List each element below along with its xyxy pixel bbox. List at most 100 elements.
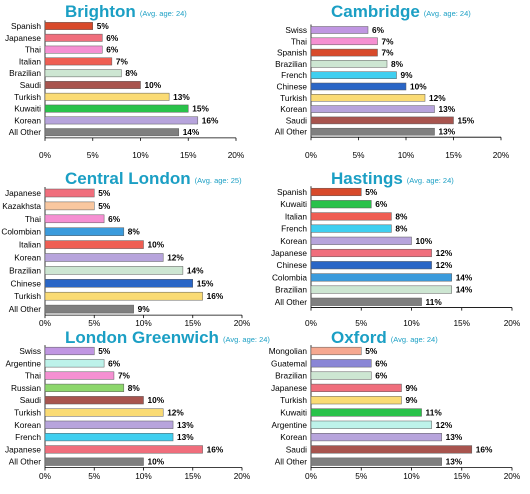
category-label: Turkish <box>14 291 41 301</box>
category-label: Korean <box>14 420 41 430</box>
data-label: 5% <box>98 346 111 356</box>
data-label: 16% <box>202 115 219 125</box>
category-label: Thai <box>25 45 41 55</box>
data-label: 10% <box>145 80 162 90</box>
category-label: Thai <box>291 36 307 46</box>
category-label: Japanese <box>5 444 41 454</box>
data-label: 10% <box>416 236 433 246</box>
chart-panel: London Greenwich (Avg. age: 24) 0% 5% 10% 15%… <box>5 328 270 481</box>
chart-title: Oxford <box>331 328 387 347</box>
bar <box>44 304 134 314</box>
bar <box>44 346 95 356</box>
category-label: Turkish <box>280 93 307 103</box>
bar <box>44 291 203 301</box>
bar <box>310 71 397 79</box>
category-label: Colombian <box>1 227 41 237</box>
chart-title: Central London <box>65 169 191 188</box>
x-tick-label: 20% <box>504 471 521 481</box>
chart-panel: Oxford (Avg. age: 24) 0% 5% 10% 15% 20% Mongoli… <box>269 328 521 481</box>
x-tick-label: 5% <box>353 150 366 160</box>
data-label: 14% <box>187 265 204 275</box>
x-tick-label: 20% <box>234 318 251 328</box>
category-label: Italian <box>285 211 308 221</box>
category-label: Spanish <box>277 187 307 197</box>
bar <box>310 383 402 392</box>
category-label: Guatemal <box>271 358 307 368</box>
bar <box>44 266 184 275</box>
bar <box>44 128 179 137</box>
chart-subtitle: (Avg. age: 24) <box>407 176 454 185</box>
bar <box>310 37 378 46</box>
category-label: Saudi <box>286 444 307 454</box>
x-tick-label: 0% <box>305 318 318 328</box>
data-label: 13% <box>439 127 456 137</box>
data-label: 6% <box>108 358 121 368</box>
data-label: 15% <box>197 278 214 288</box>
data-label: 9% <box>405 383 418 393</box>
x-tick-label: 0% <box>39 150 52 160</box>
bar <box>44 57 113 66</box>
data-label: 5% <box>97 21 110 31</box>
x-tick-label: 0% <box>305 471 318 481</box>
data-label: 12% <box>436 248 453 258</box>
x-tick-label: 0% <box>305 150 318 160</box>
data-label: 16% <box>207 291 224 301</box>
data-label: 12% <box>429 93 446 103</box>
chart-subtitle: (Avg. age: 24) <box>223 335 270 344</box>
chart-subtitle: (Avg. age: 24) <box>391 335 438 344</box>
bar <box>310 346 362 356</box>
category-label: Spanish <box>277 48 307 58</box>
bar <box>310 359 372 368</box>
bar <box>310 371 372 380</box>
bar <box>310 48 378 57</box>
category-label: Korean <box>14 115 41 125</box>
x-tick-label: 10% <box>403 318 420 328</box>
bar <box>44 371 115 380</box>
bar <box>310 187 362 197</box>
data-label: 7% <box>118 371 131 381</box>
bar <box>44 81 141 89</box>
data-label: 15% <box>458 115 475 125</box>
category-label: All Other <box>9 127 42 137</box>
bar <box>44 396 144 405</box>
bar <box>310 433 442 442</box>
category-label: Turkish <box>280 395 307 405</box>
data-label: 7% <box>382 36 395 46</box>
category-label: Italian <box>19 240 42 250</box>
category-label: Brazilian <box>275 59 307 69</box>
bar <box>310 212 392 221</box>
bar <box>44 227 125 236</box>
bar <box>44 33 103 42</box>
bar <box>44 253 164 262</box>
x-tick-label: 15% <box>453 471 470 481</box>
chart-panel: Central London (Avg. age: 25) 0% 5% 10% 15% 20… <box>1 169 251 328</box>
category-label: Chinese <box>277 82 308 92</box>
data-label: 9% <box>138 304 151 314</box>
data-label: 6% <box>106 33 119 43</box>
bar <box>44 116 199 125</box>
x-tick-label: 15% <box>184 318 201 328</box>
data-label: 8% <box>391 59 404 69</box>
category-label: Brazilian <box>9 265 41 275</box>
data-label: 12% <box>436 260 453 270</box>
data-label: 12% <box>436 420 453 430</box>
data-label: 16% <box>476 444 493 454</box>
data-label: 14% <box>456 272 473 282</box>
bar <box>310 26 369 34</box>
data-label: 10% <box>410 82 427 92</box>
category-label: All Other <box>275 297 308 307</box>
data-label: 13% <box>177 432 194 442</box>
bar <box>310 285 452 294</box>
data-label: 13% <box>446 457 463 467</box>
data-label: 10% <box>148 240 165 250</box>
x-tick-label: 15% <box>453 318 470 328</box>
bar <box>44 420 174 429</box>
category-label: All Other <box>275 457 308 467</box>
category-label: French <box>281 70 307 80</box>
data-label: 11% <box>426 297 443 307</box>
bar <box>310 273 452 282</box>
data-label: 10% <box>148 457 165 467</box>
chart-panel: Brighton (Avg. age: 24) 0% 5% 10% 15% 20% Spani… <box>5 2 245 160</box>
category-label: Brazilian <box>275 285 307 295</box>
